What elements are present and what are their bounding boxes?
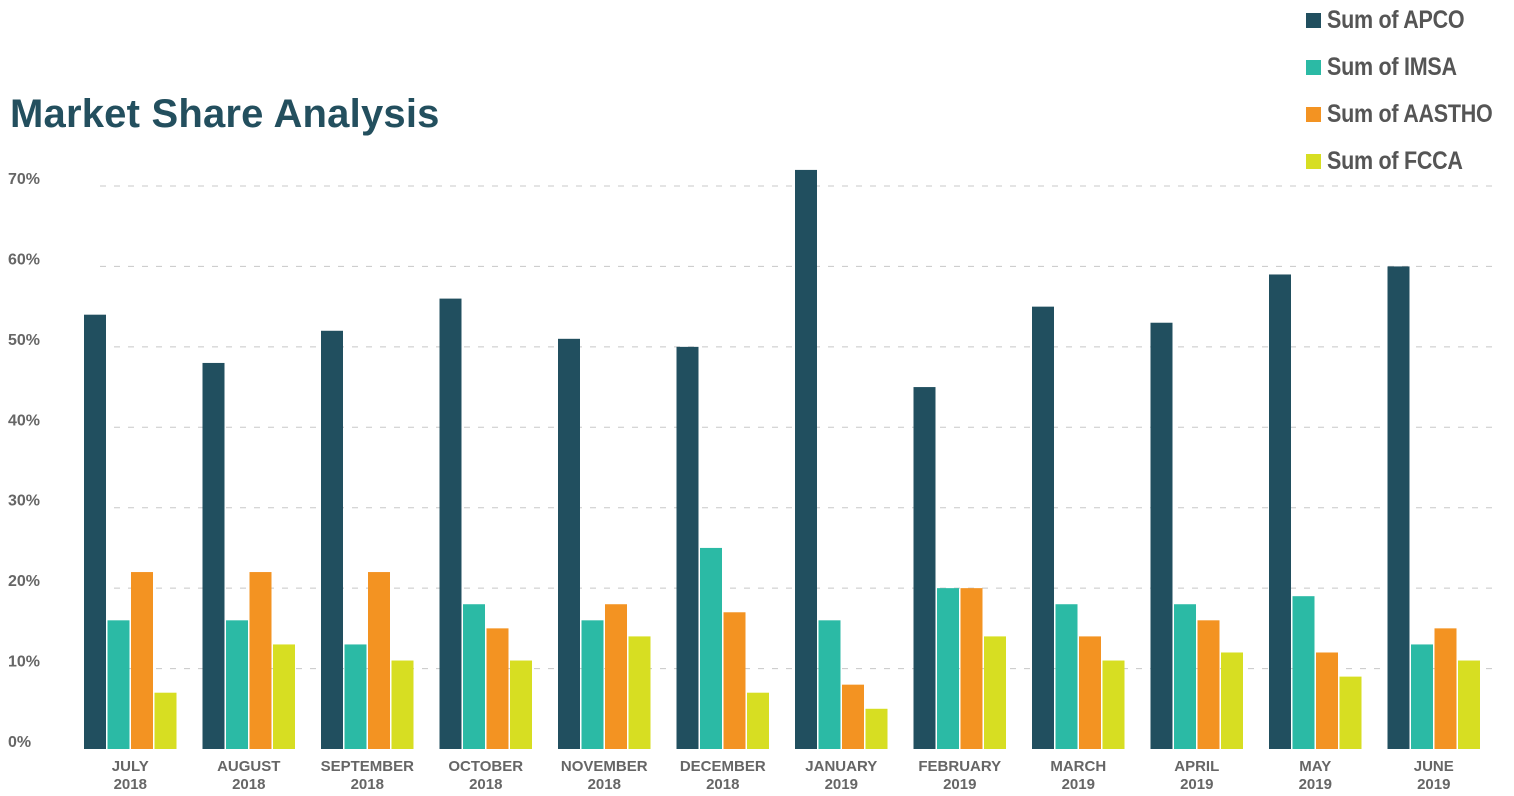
bars bbox=[84, 169, 1480, 749]
x-tick-label-month: JANUARY bbox=[805, 758, 877, 775]
legend-swatch-imsa bbox=[1306, 59, 1321, 75]
bar-sum-of-aastho-1 bbox=[249, 572, 272, 749]
bar-sum-of-apco-6 bbox=[795, 169, 817, 749]
bar-sum-of-imsa-4 bbox=[581, 620, 604, 749]
bar-sum-of-fcca-4 bbox=[628, 636, 651, 749]
bar-sum-of-imsa-9 bbox=[1174, 604, 1196, 749]
bar-sum-of-imsa-2 bbox=[344, 644, 367, 749]
x-tick-label-year: 2018 bbox=[232, 776, 265, 793]
x-tick-label-year: 2019 bbox=[1417, 776, 1450, 793]
x-axis: JULY2018AUGUST2018SEPTEMBER2018OCTOBER20… bbox=[112, 758, 1454, 793]
x-tick-label-year: 2018 bbox=[469, 776, 502, 793]
y-tick-label: 20% bbox=[8, 573, 40, 590]
bar-sum-of-aastho-7 bbox=[960, 588, 983, 749]
bar-sum-of-apco-5 bbox=[676, 346, 699, 749]
chart-title: Market Share Analysis bbox=[10, 92, 440, 136]
legend-swatch-aastho bbox=[1306, 106, 1321, 122]
bar-sum-of-fcca-10 bbox=[1339, 676, 1362, 749]
bar-sum-of-aastho-11 bbox=[1434, 628, 1457, 749]
bar-sum-of-apco-4 bbox=[558, 338, 580, 749]
legend-label-fcca: Sum of FCCA bbox=[1327, 146, 1463, 175]
x-tick-label-month: MARCH bbox=[1050, 758, 1106, 775]
bar-sum-of-fcca-0 bbox=[154, 692, 177, 749]
legend-label-apco: Sum of APCO bbox=[1327, 5, 1465, 34]
bar-sum-of-fcca-1 bbox=[273, 644, 295, 749]
x-tick-label-year: 2019 bbox=[1180, 776, 1213, 793]
x-tick-label-month: JUNE bbox=[1414, 758, 1454, 775]
bar-sum-of-imsa-7 bbox=[937, 588, 959, 749]
bar-sum-of-fcca-11 bbox=[1458, 660, 1480, 749]
legend-swatch-apco bbox=[1306, 12, 1321, 28]
bar-sum-of-aastho-5 bbox=[723, 612, 746, 749]
legend-item-fcca: Sum of FCCA bbox=[1306, 147, 1514, 175]
bar-sum-of-apco-1 bbox=[202, 362, 225, 749]
y-tick-label: 60% bbox=[8, 251, 40, 268]
bar-sum-of-imsa-10 bbox=[1292, 596, 1315, 749]
x-tick-label-month: NOVEMBER bbox=[561, 758, 648, 775]
bar-sum-of-aastho-8 bbox=[1079, 636, 1101, 749]
x-tick-label-month: FEBRUARY bbox=[918, 758, 1001, 775]
bar-sum-of-fcca-5 bbox=[747, 692, 769, 749]
bar-sum-of-fcca-3 bbox=[510, 660, 532, 749]
y-tick-label: 0% bbox=[8, 734, 31, 751]
bar-sum-of-fcca-7 bbox=[984, 636, 1006, 749]
bar-sum-of-apco-11 bbox=[1387, 266, 1410, 749]
bar-sum-of-fcca-2 bbox=[391, 660, 414, 749]
x-tick-label-month: SEPTEMBER bbox=[321, 758, 415, 775]
legend-label-imsa: Sum of IMSA bbox=[1327, 52, 1457, 81]
y-tick-label: 50% bbox=[8, 332, 40, 349]
legend-swatch-fcca bbox=[1306, 153, 1321, 169]
y-tick-label: 30% bbox=[8, 493, 40, 510]
bar-sum-of-fcca-6 bbox=[865, 708, 888, 749]
x-tick-label-year: 2019 bbox=[943, 776, 976, 793]
bar-sum-of-imsa-8 bbox=[1055, 604, 1078, 749]
y-tick-label: 70% bbox=[8, 171, 40, 188]
y-tick-label: 40% bbox=[8, 412, 40, 429]
bar-sum-of-aastho-2 bbox=[368, 572, 390, 749]
x-tick-label-year: 2018 bbox=[706, 776, 739, 793]
bar-sum-of-apco-3 bbox=[439, 298, 462, 749]
bar-sum-of-fcca-8 bbox=[1102, 660, 1125, 749]
x-tick-label-month: DECEMBER bbox=[680, 758, 766, 775]
x-tick-label-year: 2018 bbox=[114, 776, 147, 793]
legend-item-apco: Sum of APCO bbox=[1306, 6, 1514, 34]
x-tick-label-month: JULY bbox=[112, 758, 149, 775]
bar-sum-of-apco-7 bbox=[913, 387, 936, 749]
bar-sum-of-apco-8 bbox=[1032, 306, 1054, 749]
gridlines bbox=[100, 185, 1496, 670]
bar-sum-of-aastho-0 bbox=[131, 572, 153, 749]
legend-label-aastho: Sum of AASTHO bbox=[1327, 99, 1493, 128]
y-tick-label: 10% bbox=[8, 654, 40, 671]
bar-sum-of-apco-0 bbox=[84, 314, 106, 749]
bar-sum-of-imsa-5 bbox=[700, 547, 722, 749]
bar-sum-of-aastho-4 bbox=[605, 604, 627, 749]
bar-sum-of-apco-9 bbox=[1150, 322, 1173, 749]
bar-sum-of-aastho-6 bbox=[842, 684, 864, 749]
legend-item-aastho: Sum of AASTHO bbox=[1306, 100, 1514, 128]
bar-sum-of-imsa-1 bbox=[226, 620, 248, 749]
bar-sum-of-imsa-11 bbox=[1411, 644, 1433, 749]
x-tick-label-year: 2018 bbox=[588, 776, 621, 793]
x-tick-label-year: 2019 bbox=[1062, 776, 1095, 793]
chart-legend: Sum of APCO Sum of IMSA Sum of AASTHO Su… bbox=[1306, 6, 1514, 194]
bar-sum-of-aastho-10 bbox=[1316, 652, 1338, 749]
bar-sum-of-imsa-3 bbox=[463, 604, 485, 749]
bar-sum-of-imsa-0 bbox=[107, 620, 130, 749]
x-tick-label-year: 2019 bbox=[1299, 776, 1332, 793]
x-tick-label-year: 2018 bbox=[351, 776, 384, 793]
x-tick-label-year: 2019 bbox=[825, 776, 858, 793]
x-tick-label-month: MAY bbox=[1299, 758, 1331, 775]
bar-sum-of-fcca-9 bbox=[1221, 652, 1243, 749]
legend-item-imsa: Sum of IMSA bbox=[1306, 53, 1514, 81]
x-tick-label-month: APRIL bbox=[1174, 758, 1219, 775]
bar-sum-of-apco-10 bbox=[1269, 274, 1291, 749]
bar-sum-of-apco-2 bbox=[321, 330, 343, 749]
bar-sum-of-imsa-6 bbox=[818, 620, 841, 749]
x-tick-label-month: OCTOBER bbox=[448, 758, 523, 775]
y-axis: 0% 10% 20% 30% 40% 50% 60% 70% bbox=[8, 171, 40, 751]
bar-sum-of-aastho-3 bbox=[486, 628, 509, 749]
bar-sum-of-aastho-9 bbox=[1197, 620, 1220, 749]
x-tick-label-month: AUGUST bbox=[217, 758, 280, 775]
